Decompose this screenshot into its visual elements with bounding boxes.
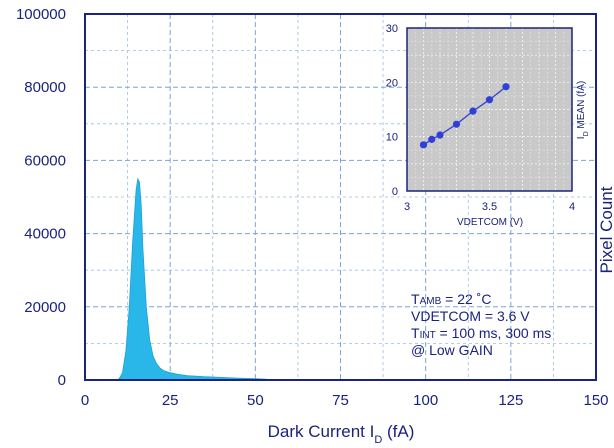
inset-data-point: [485, 96, 494, 104]
inset-points: [419, 83, 510, 149]
inset-x-tick-label: 4: [569, 201, 575, 213]
inset-data-point: [419, 141, 428, 149]
x-tick-label: 75: [332, 392, 349, 409]
inset-y-tick-label: 10: [386, 132, 398, 144]
annotation-line: TINT = 100 ms, 300 ms: [411, 325, 551, 341]
inset-x-tick-label: 3: [404, 201, 410, 213]
y-tick-label: 60000: [24, 152, 66, 169]
inset-data-point: [436, 131, 444, 139]
main-x-ticks: 0 25 50 75 100 125 150: [81, 392, 609, 409]
histogram-area: [115, 177, 273, 381]
inset-data-point: [502, 83, 510, 91]
y-tick-label: 40000: [24, 226, 66, 243]
x-tick-label: 100: [413, 392, 438, 409]
annotation-line: VDETCOM = 3.6 V: [411, 308, 530, 324]
inset-data-point: [469, 107, 477, 115]
inset-y-axis-label: ID MEAN (fA): [576, 81, 590, 139]
main-plot-frame: [84, 13, 597, 381]
y-tick-label: 20000: [24, 299, 66, 316]
annotation-line: @ Low GAIN: [411, 342, 493, 358]
x-axis-label: Dark Current ID (fA): [268, 422, 415, 446]
inset-x-ticks: 3 3.5 4: [404, 201, 575, 213]
x-tick-label: 0: [81, 392, 89, 409]
inset-x-tick-label: 3.5: [482, 201, 497, 213]
y-tick-label: 100000: [16, 6, 66, 23]
y-tick-label: 80000: [24, 79, 66, 96]
inset-data-point: [428, 135, 436, 143]
inset-data-point: [452, 120, 461, 128]
annotation-line: TAMB = 22 ˚C: [411, 291, 491, 307]
main-y-ticks: 0 20000 40000 60000 80000 100000: [16, 6, 66, 389]
inset-y-tick-label: 0: [392, 186, 398, 198]
x-tick-label: 25: [162, 392, 179, 409]
inset-y-tick-label: 30: [386, 23, 398, 35]
x-tick-label: 125: [498, 392, 523, 409]
inset-plot-frame: [406, 27, 573, 192]
x-tick-label: 50: [247, 392, 264, 409]
inset-y-tick-label: 20: [386, 77, 398, 89]
y-tick-label: 0: [58, 372, 66, 389]
inset-grid: [407, 28, 573, 191]
inset-y-ticks: 0 10 20 30: [386, 23, 398, 198]
inset-x-axis-label: VDETCOM (V): [457, 217, 523, 228]
y-axis-label: Pixel Count: [597, 186, 614, 273]
x-tick-label: 150: [583, 392, 608, 409]
